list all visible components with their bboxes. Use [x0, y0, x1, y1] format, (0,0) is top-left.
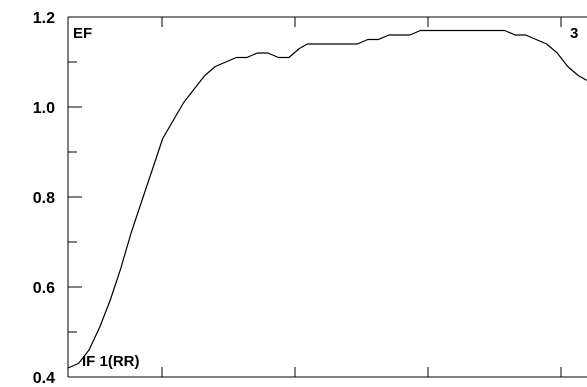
corner-label-top-left: EF [73, 25, 92, 42]
series-line [67, 29, 587, 369]
y-tick-label: 0.4 [33, 370, 55, 387]
y-tick-label: 1.2 [33, 10, 55, 27]
y-tick-label: 0.6 [33, 280, 55, 297]
corner-label-top-right: 3 [570, 25, 578, 42]
axes-layer [67, 16, 587, 378]
y-tick-label: 0.8 [33, 190, 55, 207]
labels-layer: 0.4 0.6 0.8 1.0 1.2 [33, 10, 55, 387]
ticks-layer [68, 16, 562, 378]
corner-label-bottom-left: IF 1(RR) [82, 353, 140, 370]
series-layer [67, 29, 587, 369]
y-tick-label: 1.0 [33, 100, 55, 117]
